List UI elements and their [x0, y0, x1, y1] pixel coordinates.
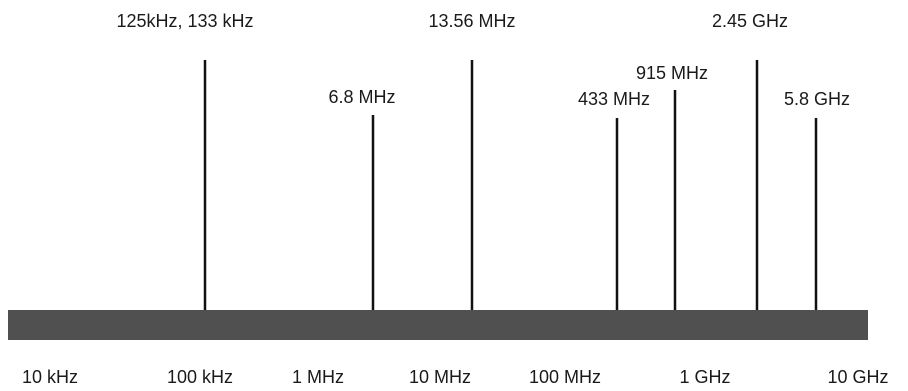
frequency-label: 2.45 GHz [712, 11, 788, 31]
axis-label: 10 GHz [827, 367, 888, 387]
axis-label: 100 kHz [167, 367, 233, 387]
page: {"markers": [ {"label": "125kHz, 133 kHz… [0, 0, 908, 391]
frequency-label: 125kHz, 133 kHz [116, 11, 253, 31]
axis-label: 1 GHz [679, 367, 730, 387]
spectrum-diagram: 125kHz, 133 kHz 6.8 MHz 13.56 MHz 433 MHz 91… [0, 0, 908, 391]
axis-label: 10 MHz [409, 367, 471, 387]
axis-label: 10 kHz [22, 367, 78, 387]
axis-label: 100 MHz [529, 367, 601, 387]
frequency-label: 6.8 MHz [328, 87, 395, 107]
frequency-label: 13.56 MHz [428, 11, 515, 31]
spectrum-band [8, 310, 868, 340]
frequency-label: 433 MHz [578, 89, 650, 109]
axis-label: 1 MHz [292, 367, 344, 387]
frequency-label: 5.8 GHz [784, 89, 850, 109]
frequency-label: 915 MHz [636, 63, 708, 83]
